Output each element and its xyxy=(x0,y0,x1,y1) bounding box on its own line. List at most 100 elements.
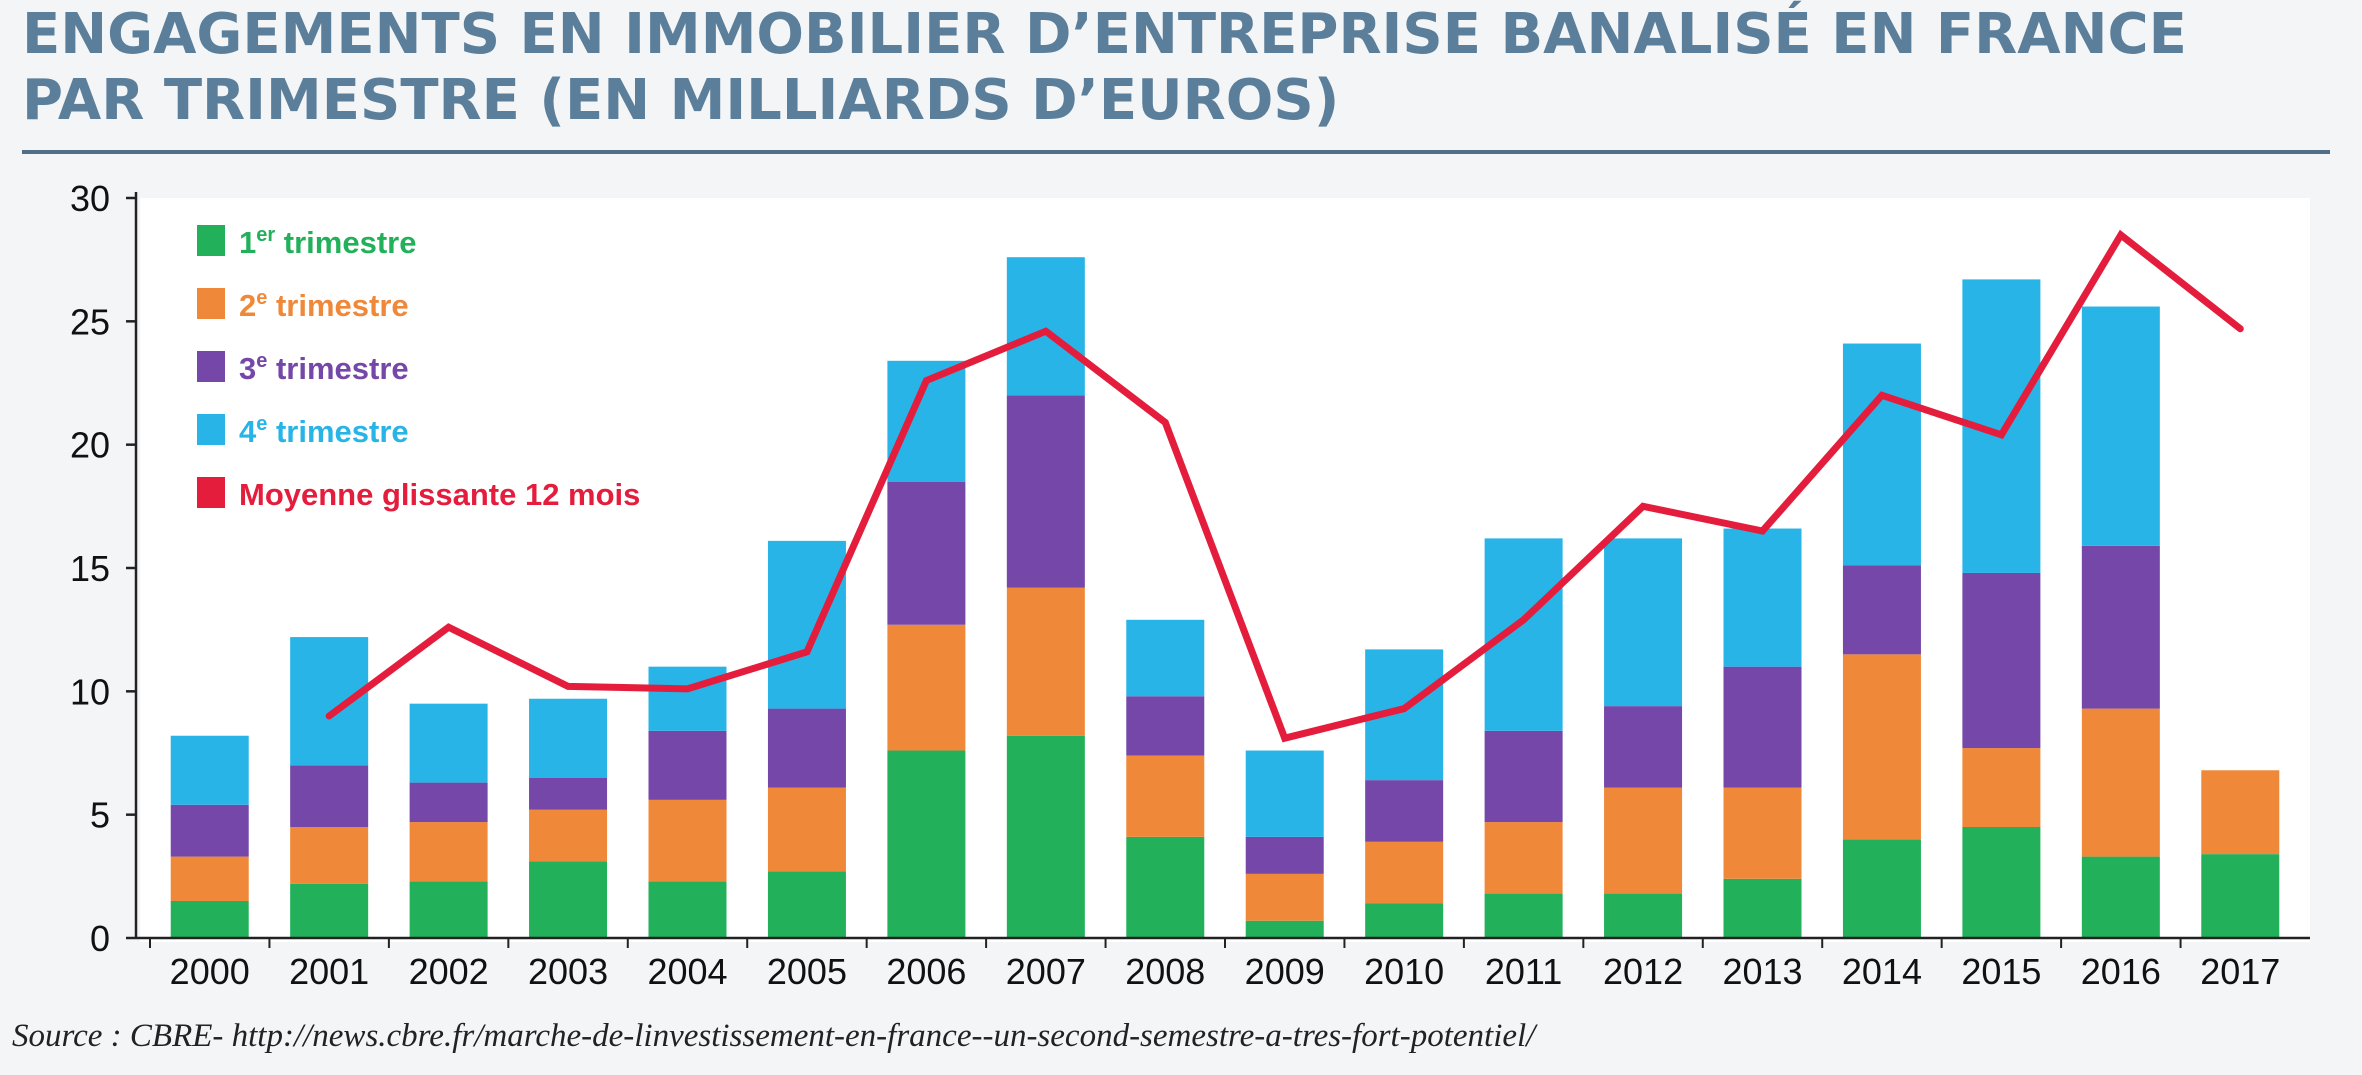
x-tick-label-2017: 2017 xyxy=(2200,951,2280,992)
bar-2002-q3 xyxy=(409,782,488,823)
legend-label-q2: 2e trimestre xyxy=(239,287,409,323)
y-tick-label-25: 25 xyxy=(70,301,110,342)
bar-2004-q2 xyxy=(648,799,727,882)
x-tick-label-2016: 2016 xyxy=(2081,951,2161,992)
bar-2015-q3 xyxy=(1962,572,2041,749)
bar-2014-q1 xyxy=(1842,839,1921,938)
bar-2006-q2 xyxy=(887,624,966,751)
bar-2003-q3 xyxy=(529,777,608,810)
stacked-bar-chart: 0 5 10 15 20 25 30 2000 2001 2002 2003 2004 2005 2006… xyxy=(70,178,2310,992)
bar-2002-q1 xyxy=(409,881,488,938)
bar-2000-q4 xyxy=(170,735,249,805)
moving-average-line xyxy=(325,229,2244,743)
bar-2002-q2 xyxy=(409,822,488,882)
moving-average-layer xyxy=(325,229,2244,743)
x-tick-label-2004: 2004 xyxy=(647,951,727,992)
bar-2006-q1 xyxy=(887,750,966,938)
bar-2005-q4 xyxy=(767,540,846,709)
bar-2007-q4 xyxy=(1006,257,1085,396)
bar-2016-q1 xyxy=(2081,856,2160,938)
bar-2013-q4 xyxy=(1723,528,1802,667)
bar-2008-q2 xyxy=(1126,755,1205,837)
bar-2014-q2 xyxy=(1842,654,1921,840)
legend-swatch-q1 xyxy=(197,225,225,256)
y-tick-label-5: 5 xyxy=(90,795,110,836)
bar-2007-q1 xyxy=(1006,735,1085,938)
bar-2009-q3 xyxy=(1245,836,1324,874)
bar-2005-q2 xyxy=(767,787,846,872)
x-tick-label-2005: 2005 xyxy=(767,951,847,992)
bar-2015-q1 xyxy=(1962,827,2041,938)
y-tick-label-30: 30 xyxy=(70,178,110,219)
bar-2011-q4 xyxy=(1484,538,1563,731)
legend-label-q3: 3e trimestre xyxy=(239,350,409,386)
bar-2003-q2 xyxy=(529,809,608,862)
y-tick-label-20: 20 xyxy=(70,425,110,466)
chart-title: ENGAGEMENTS EN IMMOBILIER D’ENTREPRISE B… xyxy=(22,2,2187,134)
legend-swatch-moving-average xyxy=(197,477,225,508)
y-tick-label-10: 10 xyxy=(70,671,110,712)
bar-2003-q4 xyxy=(529,698,608,778)
bar-2017-q2 xyxy=(2201,770,2280,855)
bar-2013-q3 xyxy=(1723,666,1802,788)
bar-2007-q2 xyxy=(1006,587,1085,736)
legend-label-q4: 4e trimestre xyxy=(239,413,409,449)
bar-2000-q2 xyxy=(170,856,249,901)
chart-title-line2: PAR TRIMESTRE (EN MILLIARDS D’EUROS) xyxy=(22,68,1340,133)
bar-2006-q3 xyxy=(887,481,966,625)
x-tick-label-2003: 2003 xyxy=(528,951,608,992)
legend-swatch-q3 xyxy=(197,351,225,382)
x-tick-label-2006: 2006 xyxy=(886,951,966,992)
bar-2013-q2 xyxy=(1723,787,1802,879)
legend-label-moving-average: Moyenne glissante 12 mois xyxy=(239,477,640,512)
title-divider xyxy=(22,150,2330,154)
bar-2016-q3 xyxy=(2081,545,2160,709)
bar-2004-q4 xyxy=(648,666,727,731)
bar-2001-q4 xyxy=(290,637,369,766)
bar-2016-q4 xyxy=(2081,306,2160,546)
bar-2017-q1 xyxy=(2201,854,2280,938)
bar-2008-q3 xyxy=(1126,696,1205,756)
bar-2008-q4 xyxy=(1126,619,1205,697)
bar-2012-q4 xyxy=(1604,538,1683,707)
bar-2001-q3 xyxy=(290,765,369,827)
axes-group: 0 5 10 15 20 25 30 2000 2001 2002 2003 2004 2005 2006… xyxy=(70,178,2310,992)
x-tick-label-2008: 2008 xyxy=(1125,951,1205,992)
x-tick-label-2015: 2015 xyxy=(1961,951,2041,992)
bar-2004-q1 xyxy=(648,881,727,938)
bar-2005-q3 xyxy=(767,708,846,788)
x-tick-label-2013: 2013 xyxy=(1722,951,1802,992)
bar-2013-q1 xyxy=(1723,878,1802,938)
bar-2002-q4 xyxy=(409,703,488,783)
x-tick-label-2012: 2012 xyxy=(1603,951,1683,992)
bar-2000-q1 xyxy=(170,901,249,938)
bar-2015-q2 xyxy=(1962,748,2041,827)
x-tick-label-2009: 2009 xyxy=(1245,951,1325,992)
legend-swatch-q4 xyxy=(197,414,225,445)
bar-2014-q3 xyxy=(1842,565,1921,655)
legend: 1er trimestre 2e trimestre 3e trimestre 4e … xyxy=(197,224,640,512)
bar-2009-q4 xyxy=(1245,750,1324,837)
bar-2010-q1 xyxy=(1365,903,1444,938)
source-note: Source : CBRE- http://news.cbre.fr/march… xyxy=(12,1018,1536,1054)
x-tick-label-2011: 2011 xyxy=(1485,951,1562,992)
bar-2012-q3 xyxy=(1604,706,1683,788)
legend-swatch-q2 xyxy=(197,288,225,319)
bar-2004-q3 xyxy=(648,730,727,800)
bar-2014-q4 xyxy=(1842,343,1921,566)
bar-2009-q1 xyxy=(1245,920,1324,938)
legend-label-q1: 1er trimestre xyxy=(239,224,416,260)
bar-2012-q2 xyxy=(1604,787,1683,894)
plot-area xyxy=(140,198,2310,942)
bar-2010-q2 xyxy=(1365,841,1444,904)
bar-2000-q3 xyxy=(170,804,249,857)
bar-2009-q2 xyxy=(1245,873,1324,921)
bar-2008-q1 xyxy=(1126,836,1205,938)
x-tick-label-2010: 2010 xyxy=(1364,951,1444,992)
x-tick-label-2000: 2000 xyxy=(170,951,250,992)
y-tick-label-15: 15 xyxy=(70,548,110,589)
bar-2001-q2 xyxy=(290,827,369,884)
x-tick-label-2007: 2007 xyxy=(1006,951,1086,992)
bar-2016-q2 xyxy=(2081,708,2160,857)
x-tick-label-2014: 2014 xyxy=(1842,951,1922,992)
